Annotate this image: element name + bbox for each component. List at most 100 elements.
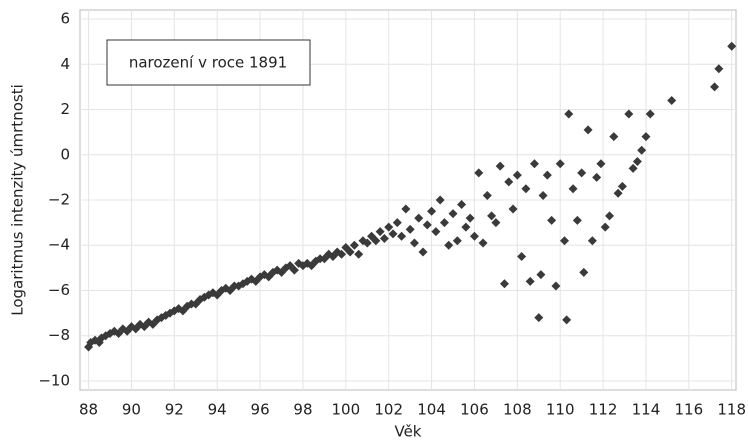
point: [547, 215, 557, 225]
x-tick-label: 104: [417, 401, 446, 419]
point: [645, 109, 655, 119]
x-tick-label: 112: [589, 401, 618, 419]
point: [491, 218, 501, 228]
point: [452, 236, 462, 246]
x-tick-label: 100: [332, 401, 361, 419]
point: [587, 236, 597, 246]
point: [388, 229, 398, 239]
point: [555, 159, 565, 169]
point: [559, 236, 569, 246]
y-axis-label: Logaritmus intenzity úmrtnosti: [9, 84, 27, 315]
x-tick-label: 114: [632, 401, 661, 419]
point: [667, 95, 677, 105]
x-tick-label: 118: [717, 401, 746, 419]
x-tick-label: 106: [460, 401, 489, 419]
point: [478, 238, 488, 248]
point: [605, 211, 615, 221]
x-tick-label: 110: [546, 401, 575, 419]
point: [600, 222, 610, 232]
point: [405, 224, 415, 234]
x-tick-label: 92: [165, 401, 184, 419]
point: [495, 161, 505, 171]
point: [362, 238, 372, 248]
point: [345, 247, 355, 257]
point: [435, 195, 445, 205]
point: [624, 109, 634, 119]
point: [418, 247, 428, 257]
point: [371, 236, 381, 246]
point: [431, 227, 441, 237]
point: [375, 227, 385, 237]
y-tick-label: −6: [48, 281, 70, 299]
point: [525, 276, 535, 286]
point: [568, 184, 578, 194]
x-tick-label: 102: [374, 401, 403, 419]
point: [461, 222, 471, 232]
point: [504, 177, 514, 187]
point: [508, 204, 518, 214]
annotation: narození v roce 1891: [129, 54, 287, 72]
point: [542, 170, 552, 180]
point: [427, 206, 437, 216]
point: [596, 159, 606, 169]
point: [577, 168, 587, 178]
y-tick-label: −2: [48, 191, 70, 209]
point: [401, 204, 411, 214]
point: [562, 315, 572, 325]
point: [319, 254, 329, 264]
point: [517, 252, 527, 262]
x-tick-label: 108: [503, 401, 532, 419]
point: [521, 184, 531, 194]
x-tick-label: 90: [122, 401, 141, 419]
point: [572, 215, 582, 225]
point: [397, 231, 407, 241]
y-tick-label: 4: [60, 55, 70, 73]
point: [384, 222, 394, 232]
point: [392, 218, 402, 228]
point: [414, 213, 424, 223]
x-tick-label: 96: [251, 401, 270, 419]
point: [637, 145, 647, 155]
point: [583, 125, 593, 135]
point: [474, 168, 484, 178]
x-tick-label: 116: [675, 401, 704, 419]
point: [538, 190, 548, 200]
point: [448, 209, 458, 219]
x-axis-label: Věk: [394, 423, 421, 441]
point: [727, 41, 737, 51]
point: [251, 276, 261, 286]
point: [444, 240, 454, 250]
annotation-box: [106, 39, 311, 86]
y-tick-label: 0: [60, 145, 70, 163]
point: [465, 213, 475, 223]
point: [710, 82, 720, 92]
point: [641, 132, 651, 142]
point: [289, 265, 299, 275]
point: [337, 249, 347, 259]
y-tick-label: −4: [48, 236, 70, 254]
y-tick-label: 6: [60, 10, 70, 28]
point: [349, 240, 359, 250]
point: [613, 188, 623, 198]
x-tick-label: 94: [208, 401, 227, 419]
point: [422, 220, 432, 230]
point: [469, 231, 479, 241]
point: [628, 163, 638, 173]
point: [439, 218, 449, 228]
point: [499, 279, 509, 289]
point: [379, 233, 389, 243]
point: [564, 109, 574, 119]
point: [579, 267, 589, 277]
point: [354, 249, 364, 259]
y-tick-label: 2: [60, 100, 70, 118]
y-tick-label: −8: [48, 326, 70, 344]
point: [551, 281, 561, 291]
point: [714, 64, 724, 74]
point: [609, 132, 619, 142]
y-tick-label: −10: [38, 371, 70, 389]
point: [592, 172, 602, 182]
point: [534, 313, 544, 323]
point: [487, 211, 497, 221]
point: [457, 200, 467, 210]
